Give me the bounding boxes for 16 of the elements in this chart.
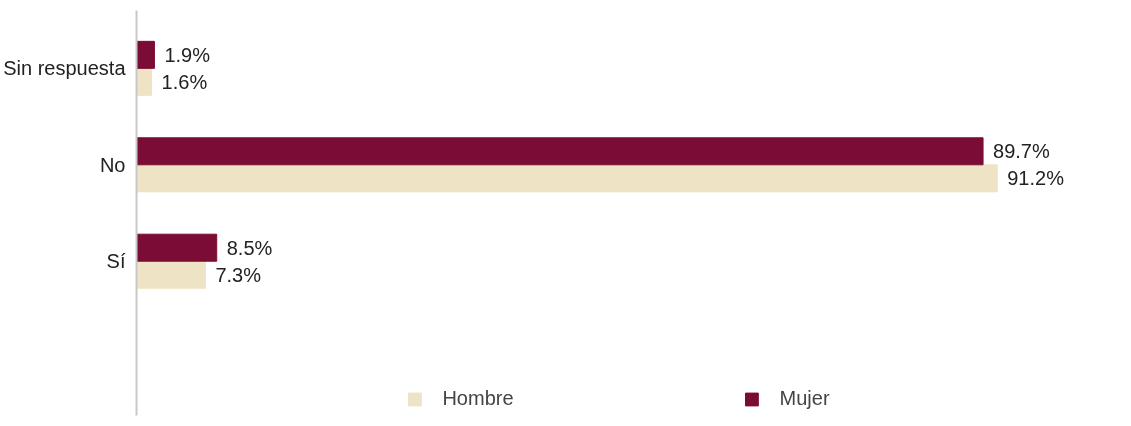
data-label: 7.3% bbox=[215, 263, 262, 286]
y-tick-label: Sí bbox=[106, 250, 126, 273]
bar bbox=[136, 260, 206, 289]
data-label: 91.2% bbox=[1007, 167, 1065, 190]
y-tick-label: No bbox=[99, 153, 126, 176]
legend-label: Mujer bbox=[779, 387, 830, 410]
data-label: 1.9% bbox=[164, 43, 211, 66]
legend-label: Hombre bbox=[442, 387, 514, 410]
bar bbox=[136, 137, 984, 166]
bar bbox=[136, 164, 998, 193]
data-label: 8.5% bbox=[226, 236, 273, 259]
bar bbox=[136, 233, 218, 262]
data-label: 89.7% bbox=[993, 140, 1050, 163]
data-label: 1.6% bbox=[161, 70, 208, 93]
y-tick-label: Sin respuesta bbox=[3, 57, 127, 80]
bar bbox=[136, 40, 155, 69]
